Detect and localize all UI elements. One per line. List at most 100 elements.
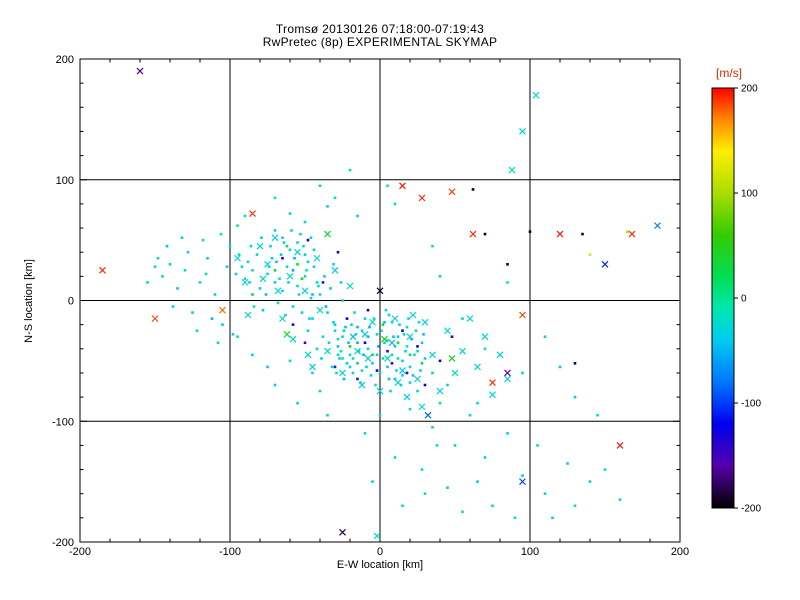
colorbar-label: [m/s] bbox=[716, 66, 742, 80]
scatter-point-dot bbox=[450, 335, 454, 339]
scatter-point-dot bbox=[255, 253, 259, 256]
scatter-point-dot bbox=[293, 256, 296, 260]
scatter-point-dot bbox=[186, 250, 190, 254]
scatter-point-dot bbox=[204, 272, 208, 276]
scatter-point-x bbox=[324, 230, 331, 238]
scatter-point-x bbox=[304, 351, 312, 359]
scatter-point-dot bbox=[225, 265, 229, 268]
scatter-point-dot bbox=[356, 361, 359, 365]
scatter-point-x bbox=[301, 287, 309, 295]
scatter-point-dot bbox=[278, 277, 281, 281]
scatter-point-x bbox=[466, 315, 474, 323]
scatter-point-x bbox=[628, 230, 636, 238]
scatter-point-dot bbox=[303, 275, 307, 278]
scatter-point-dot bbox=[383, 320, 386, 324]
scatter-point-dot bbox=[333, 323, 337, 326]
colorbar-tick-label: -200 bbox=[741, 504, 761, 515]
scatter-point-dot bbox=[350, 323, 353, 326]
scatter-point-dot bbox=[321, 281, 325, 284]
scatter-point-dot bbox=[296, 262, 299, 266]
scatter-point-dot bbox=[330, 365, 334, 369]
scatter-point-dot bbox=[326, 413, 329, 417]
scatter-point-dot bbox=[396, 335, 400, 339]
scatter-point-dot bbox=[461, 317, 464, 320]
scatter-point-dot bbox=[333, 365, 337, 369]
scatter-point-dot bbox=[306, 238, 310, 242]
colorbar-tick-label: 0 bbox=[741, 294, 747, 305]
y-tick-label: -200 bbox=[52, 537, 74, 549]
scatter-point-dot bbox=[341, 357, 344, 360]
scatter-point-x bbox=[616, 441, 624, 449]
scatter-point-dot bbox=[371, 480, 374, 483]
scatter-point-dot bbox=[306, 329, 310, 332]
scatter-point-dot bbox=[419, 369, 422, 372]
scatter-point-dot bbox=[168, 262, 172, 266]
scatter-point-dot bbox=[288, 359, 292, 363]
scatter-point-dot bbox=[543, 335, 547, 339]
scatter-point-dot bbox=[401, 329, 404, 332]
scatter-point-dot bbox=[297, 293, 301, 296]
scatter-point-dot bbox=[276, 301, 280, 305]
scatter-point-dot bbox=[573, 395, 577, 399]
scatter-point-dot bbox=[228, 244, 232, 248]
scatter-point-dot bbox=[288, 248, 292, 252]
scatter-point-dot bbox=[231, 333, 235, 336]
scatter-point-x bbox=[376, 387, 384, 395]
scatter-point-dot bbox=[395, 369, 398, 372]
scatter-point-x bbox=[376, 287, 384, 295]
scatter-point-dot bbox=[312, 248, 316, 252]
scatter-point-dot bbox=[357, 349, 361, 353]
y-tick-label: -100 bbox=[52, 416, 74, 428]
scatter-point-dot bbox=[401, 359, 404, 363]
scatter-point-x bbox=[369, 318, 376, 326]
scatter-point-dot bbox=[363, 432, 367, 435]
scatter-point-dot bbox=[251, 293, 254, 296]
scatter-point-dot bbox=[414, 329, 418, 332]
scatter-point-dot bbox=[296, 401, 299, 405]
scatter-point-dot bbox=[596, 413, 599, 417]
scatter-point-dot bbox=[483, 456, 487, 459]
scatter-point-x bbox=[256, 242, 264, 250]
scatter-point-dot bbox=[551, 516, 554, 520]
scatter-point-dot bbox=[390, 353, 394, 357]
scatter-point-dot bbox=[306, 260, 310, 264]
scatter-point-dot bbox=[468, 413, 472, 417]
scatter-point-x bbox=[289, 335, 297, 343]
scatter-point-dot bbox=[206, 256, 209, 260]
scatter-point-dot bbox=[221, 323, 224, 326]
chart-subtitle: RwPretec (8p) EXPERIMENTAL SKYMAP bbox=[262, 35, 498, 49]
scatter-point-x bbox=[474, 363, 481, 371]
scatter-point-x bbox=[654, 222, 661, 230]
scatter-point-dot bbox=[566, 462, 569, 465]
scatter-point-dot bbox=[386, 339, 389, 342]
colorbar-tick-label: 200 bbox=[741, 84, 758, 95]
scatter-point-dot bbox=[296, 284, 299, 288]
scatter-point-dot bbox=[387, 377, 391, 381]
scatter-point-dot bbox=[408, 353, 412, 357]
scatter-point-dot bbox=[471, 188, 475, 191]
scatter-point-dot bbox=[309, 236, 313, 240]
scatter-point-dot bbox=[401, 374, 404, 377]
scatter-point-x bbox=[271, 234, 279, 242]
scatter-point-x bbox=[399, 367, 406, 374]
scatter-point-dot bbox=[287, 281, 290, 284]
scatter-point-x bbox=[244, 311, 252, 319]
scatter-point-dot bbox=[411, 374, 415, 377]
x-axis-label: E-W location [km] bbox=[336, 559, 424, 571]
plot-box bbox=[79, 58, 681, 543]
scatter-point-x bbox=[364, 355, 372, 362]
scatter-point-dot bbox=[273, 196, 277, 200]
scatter-point-dot bbox=[176, 287, 179, 290]
scatter-point-x bbox=[418, 194, 426, 202]
scatter-point-dot bbox=[317, 284, 320, 288]
scatter-point-x bbox=[234, 254, 241, 262]
scatter-point-dot bbox=[266, 272, 269, 276]
scatter-point-dot bbox=[386, 184, 389, 188]
scatter-point-dot bbox=[326, 205, 329, 208]
scatter-point-dot bbox=[543, 492, 547, 495]
scatter-point-x bbox=[309, 363, 316, 371]
scatter-point-dot bbox=[410, 337, 413, 341]
scatter-point-x bbox=[249, 210, 256, 217]
x-tick-label: 100 bbox=[521, 546, 539, 558]
